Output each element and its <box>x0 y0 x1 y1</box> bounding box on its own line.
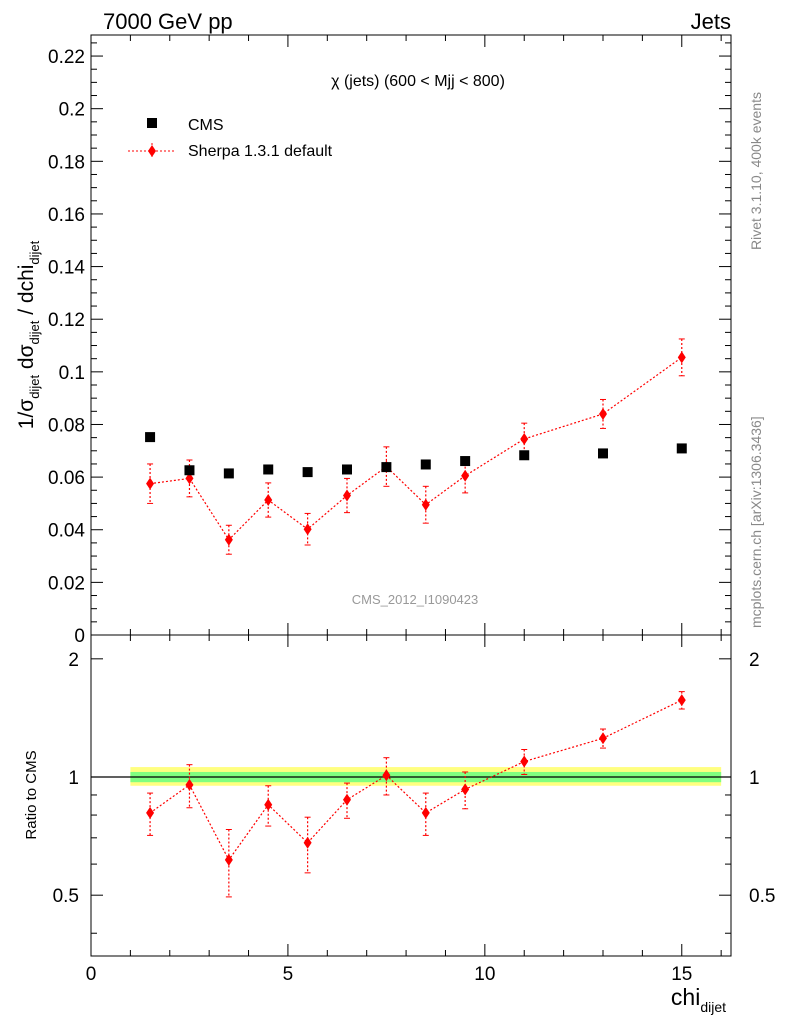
cms-point <box>302 467 313 478</box>
main-y-tick-label: 0.2 <box>59 100 85 121</box>
ratio-y-tick-label-right: 2 <box>749 650 760 671</box>
cms-point <box>460 456 471 467</box>
ratio-y-tick-label-left: 0.5 <box>53 886 79 907</box>
ratio-uncertainty-band <box>91 767 731 786</box>
sherpa-point <box>224 533 233 546</box>
ratio-sherpa-point <box>599 732 607 745</box>
ratio-sherpa-point <box>264 798 273 811</box>
sherpa-point <box>520 432 529 445</box>
sherpa-point <box>343 489 351 502</box>
ratio-plot-frame <box>90 634 732 957</box>
legend-cms-marker <box>147 118 157 128</box>
cms-point <box>519 450 530 461</box>
ratio-sherpa-point <box>185 778 194 791</box>
sherpa-point <box>461 469 470 482</box>
ratio-series <box>146 691 686 898</box>
ratio-sherpa-point <box>677 694 686 707</box>
ratio-y-tick-label-left: 1 <box>68 768 79 789</box>
main-y-tick-label: 0.1 <box>59 363 85 384</box>
tick-labels: 0 0.02 0.04 0.06 0.08 0.1 0.12 0.14 0.16 0.18 0.2 0… <box>48 47 775 985</box>
cms-point <box>381 462 392 473</box>
legend-cms-label: CMS <box>188 117 224 134</box>
cms-point <box>598 448 608 459</box>
cms-point <box>263 464 274 475</box>
ratio-y-axis-title: Ratio to CMS <box>23 750 40 839</box>
sherpa-point <box>146 477 155 490</box>
cms-point <box>342 464 352 475</box>
mcplots-label: mcplots.cern.ch [arXiv:1306.3436] <box>748 416 764 628</box>
ratio-sherpa-point <box>382 769 391 782</box>
sherpa-point <box>185 472 194 485</box>
y-axis-title: 1/σdijet dσdijet / dchidijet <box>15 240 42 429</box>
x-axis-title: chidijet <box>671 984 726 1015</box>
ratio-sherpa-point <box>146 806 155 819</box>
main-y-tick-label: 0.22 <box>48 47 85 68</box>
legend-sherpa-label: Sherpa 1.3.1 default <box>188 143 333 160</box>
cms-series <box>145 432 687 479</box>
ratio-sherpa-point <box>224 853 233 866</box>
ratio-sherpa-point <box>520 755 529 768</box>
x-tick-label: 10 <box>474 964 495 985</box>
sherpa-point <box>303 523 312 536</box>
cms-point <box>223 468 234 479</box>
main-y-tick-label: 0.04 <box>48 521 85 542</box>
cms-point <box>676 443 687 454</box>
ratio-sherpa-point <box>461 783 470 796</box>
legend-sherpa-marker <box>148 145 156 157</box>
axis-ticks <box>90 35 731 956</box>
main-y-tick-label: 0.14 <box>48 258 85 279</box>
sherpa-point <box>599 407 607 420</box>
sherpa-point <box>677 351 686 364</box>
x-tick-label: 15 <box>671 964 692 985</box>
analysis-watermark: CMS_2012_I1090423 <box>352 592 479 607</box>
main-y-tick-label: 0.06 <box>48 468 85 489</box>
x-tick-label: 5 <box>283 964 294 985</box>
main-y-tick-label: 0 <box>74 626 85 647</box>
cms-point <box>184 465 195 476</box>
main-y-tick-label: 0.16 <box>48 205 85 226</box>
ratio-sherpa-point <box>303 836 312 849</box>
rivet-label: Rivet 3.1.10, 400k events <box>748 92 764 250</box>
ratio-sherpa-line <box>149 699 683 862</box>
ratio-sherpa-point <box>343 793 351 806</box>
main-plot-frame <box>90 34 732 636</box>
ratio-y-tick-label-right: 0.5 <box>749 886 775 907</box>
ratio-y-tick-label-right: 1 <box>749 768 760 789</box>
plot-title: χ (jets) (600 < Mjj < 800) <box>331 73 505 90</box>
x-tick-label: 0 <box>86 964 97 985</box>
sherpa-point <box>421 498 430 511</box>
cms-point <box>420 459 431 470</box>
main-y-tick-label: 0.02 <box>48 573 85 594</box>
cms-point <box>145 432 156 443</box>
main-y-tick-label: 0.18 <box>48 152 85 173</box>
sherpa-series <box>146 338 686 555</box>
main-y-tick-label: 0.08 <box>48 415 85 436</box>
energy-label: 7000 GeV pp <box>103 9 233 34</box>
main-y-tick-label: 0.12 <box>48 310 85 331</box>
sherpa-line <box>149 356 683 541</box>
ratio-sherpa-point <box>421 806 430 819</box>
process-label: Jets <box>691 9 731 34</box>
sherpa-point <box>264 494 273 506</box>
ratio-y-tick-label-left: 2 <box>68 650 79 671</box>
